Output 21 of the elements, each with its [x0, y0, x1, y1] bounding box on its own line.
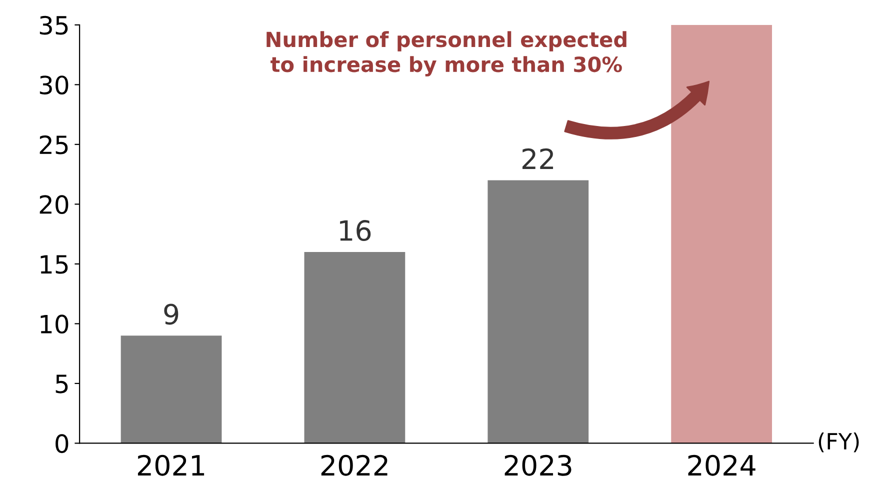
- y-tick-label: 20: [40, 195, 68, 214]
- bar: [304, 252, 406, 444]
- y-tick-label: 25: [40, 135, 68, 154]
- data-label: 9: [164, 304, 178, 325]
- y-tick-label: 30: [40, 76, 68, 95]
- annotation: Number of personnel expected to increase by more than 30%: [266, 31, 626, 76]
- bar: [488, 180, 589, 444]
- bar: [120, 336, 222, 444]
- y-tick-label: 15: [40, 255, 68, 274]
- data-label: 16: [340, 220, 371, 242]
- y-tick-label: 35: [40, 16, 68, 35]
- y-tick-label: 10: [40, 314, 68, 334]
- x-tick-label: 2021: [138, 454, 204, 476]
- x-tick-label: 2022: [321, 454, 388, 476]
- y-tick-label: 0: [56, 434, 68, 454]
- y-tick-label: 5: [56, 374, 68, 394]
- x-axis-title: (FY): [818, 432, 859, 452]
- data-label: 22: [522, 148, 554, 169]
- x-tick-label: 2024: [688, 454, 756, 476]
- bar: [671, 24, 772, 444]
- x-tick-label: 2023: [504, 454, 572, 476]
